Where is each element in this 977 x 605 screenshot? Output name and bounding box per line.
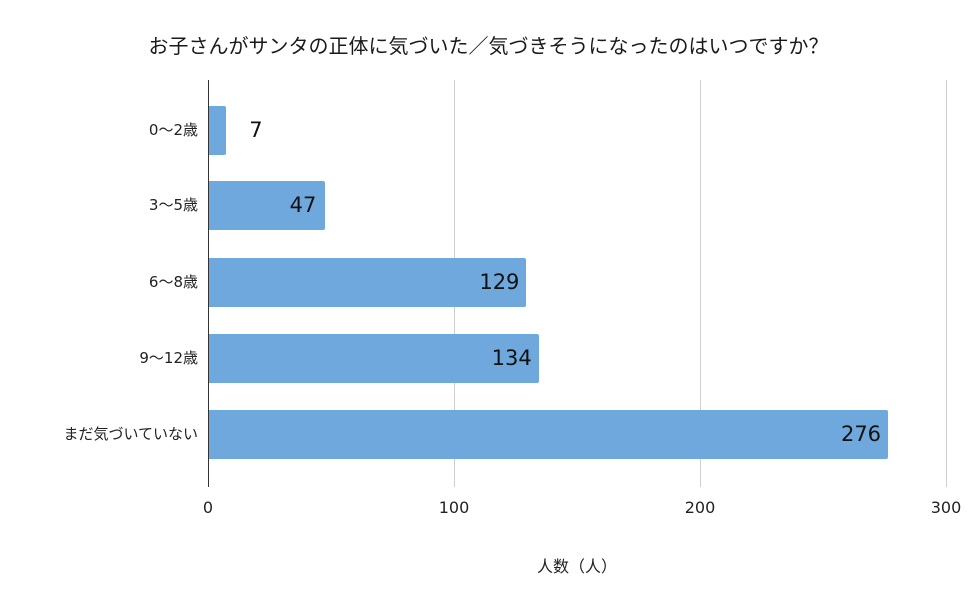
x-tick-label: 300 bbox=[930, 498, 962, 517]
bar bbox=[209, 106, 227, 155]
category-label: 0〜2歳 bbox=[148, 121, 198, 139]
bar-value-label: 129 bbox=[479, 270, 520, 294]
category-label: 9〜12歳 bbox=[139, 349, 198, 367]
bar bbox=[209, 334, 539, 383]
gridline bbox=[946, 80, 947, 487]
x-axis-label: 人数（人） bbox=[536, 557, 617, 576]
bar-value-label: 134 bbox=[491, 346, 532, 370]
category-label: まだ気づいていない bbox=[63, 425, 198, 443]
category-label: 6〜8歳 bbox=[148, 273, 198, 291]
bar bbox=[209, 258, 527, 307]
gridline bbox=[700, 80, 701, 487]
category-label: 3〜5歳 bbox=[148, 196, 198, 214]
x-tick-label: 0 bbox=[202, 498, 214, 517]
x-tick-label: 200 bbox=[684, 498, 716, 517]
bar-value-label: 47 bbox=[289, 193, 317, 217]
bar bbox=[209, 181, 325, 230]
y-axis-line bbox=[208, 80, 209, 487]
bar-value-label: 276 bbox=[840, 422, 882, 446]
chart-title: お子さんがサンタの正体に気づいた／気づきそうになったのはいつですか？ bbox=[148, 34, 829, 58]
bar-value-label: 7 bbox=[249, 118, 263, 142]
x-tick-label: 100 bbox=[438, 498, 470, 517]
bar bbox=[209, 410, 888, 459]
plot-area: 7 47 129 134 276 bbox=[208, 80, 947, 487]
